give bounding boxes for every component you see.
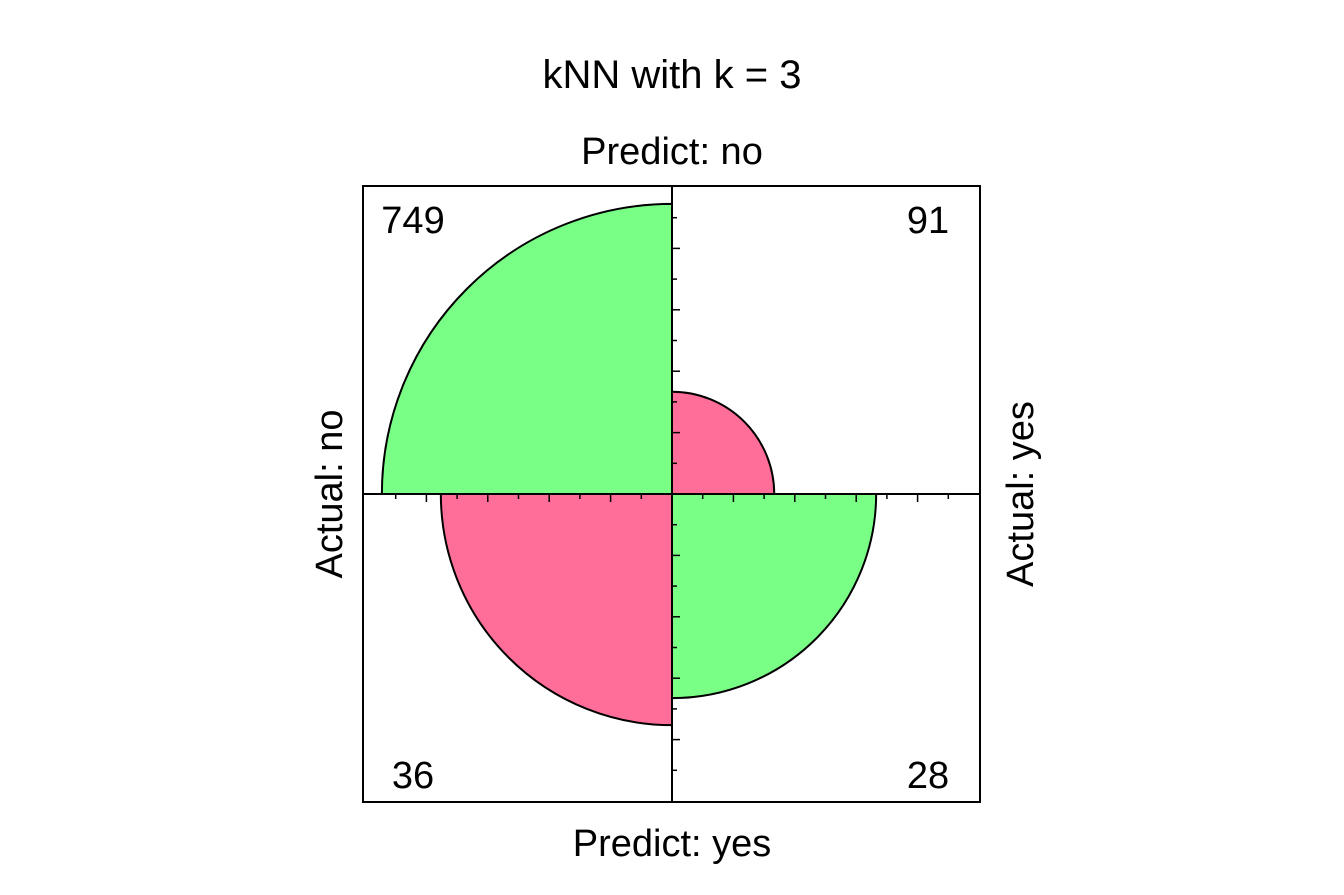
actual-yes-label: Actual: yes	[1000, 401, 1042, 587]
predict-no-label: Predict: no	[581, 131, 763, 173]
cell-value-actual-yes-predict-no: 91	[907, 200, 949, 242]
axes-group	[363, 186, 980, 802]
predict-yes-label: Predict: yes	[573, 823, 772, 865]
sector-group	[380, 202, 878, 727]
cell-label-group: 749 91 36 28	[381, 200, 949, 797]
chart-title: kNN with k = 3	[543, 53, 802, 97]
sector-actual-no-predict-no	[380, 202, 673, 495]
sector-actual-yes-predict-no	[671, 390, 776, 495]
cell-value-actual-no-predict-no: 749	[381, 200, 444, 242]
sector-actual-no-predict-yes	[439, 493, 673, 727]
sector-actual-yes-predict-yes	[671, 493, 878, 700]
plot-frame	[362, 185, 981, 803]
actual-no-label: Actual: no	[309, 410, 351, 579]
cell-value-actual-yes-predict-yes: 28	[907, 755, 949, 797]
cell-value-actual-no-predict-yes: 36	[392, 755, 434, 797]
